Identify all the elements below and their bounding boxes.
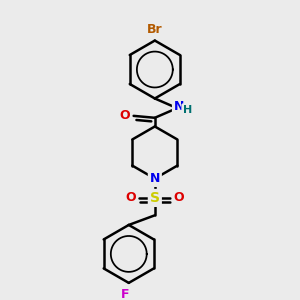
Text: O: O [125,191,136,204]
Text: O: O [120,110,130,122]
Text: N: N [174,100,184,113]
Text: O: O [174,191,184,204]
Text: H: H [183,105,192,115]
Text: N: N [150,172,160,185]
Text: F: F [121,288,129,300]
Text: S: S [150,191,160,205]
Text: Br: Br [147,23,163,36]
